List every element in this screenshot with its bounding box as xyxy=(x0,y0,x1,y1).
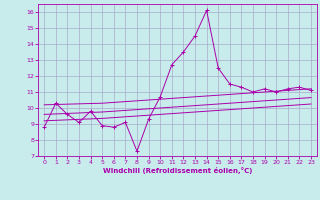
X-axis label: Windchill (Refroidissement éolien,°C): Windchill (Refroidissement éolien,°C) xyxy=(103,167,252,174)
